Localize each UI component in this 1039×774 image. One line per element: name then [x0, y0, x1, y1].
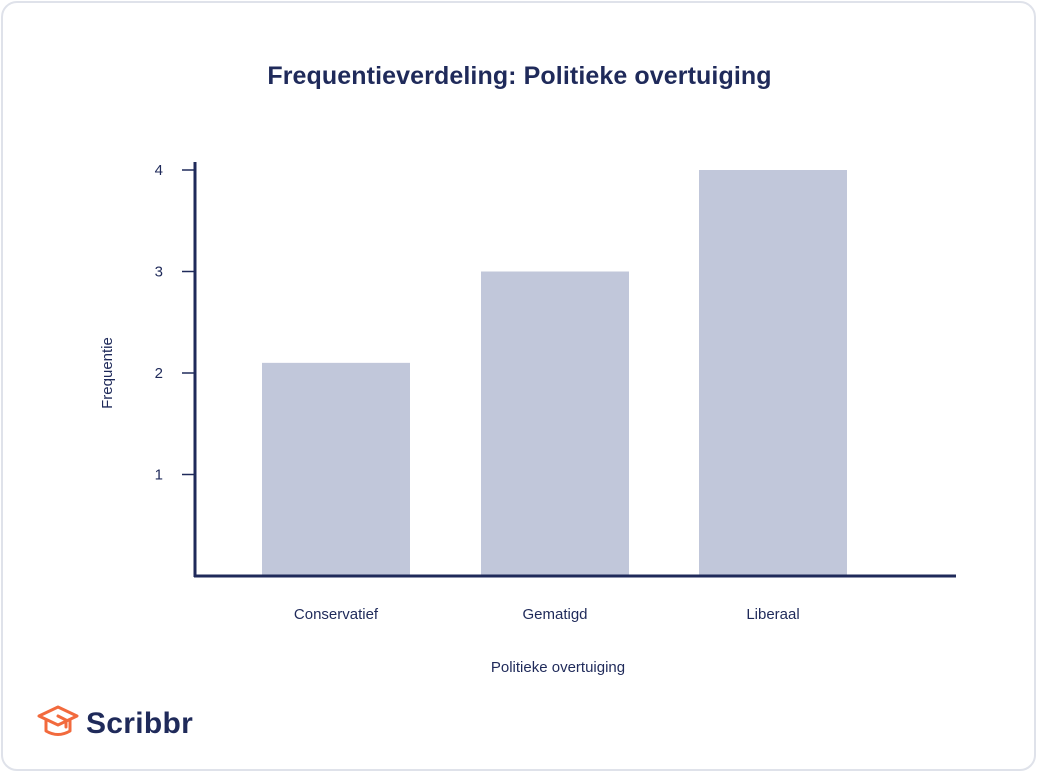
y-tick-label: 2 — [155, 365, 163, 382]
y-tick-label: 3 — [155, 264, 163, 281]
x-category-label: Liberaal — [746, 606, 799, 623]
chart-title: Frequentieverdeling: Politieke overtuigi… — [267, 62, 772, 90]
ticks-layer: 1 2 3 4 — [155, 162, 195, 484]
y-tick-label: 1 — [155, 467, 163, 484]
bar-gematigd — [481, 271, 629, 576]
x-axis-label: Politieke overtuiging — [491, 659, 625, 676]
logo-text: Scribbr — [86, 707, 194, 740]
scribbr-logo: Scribbr — [36, 704, 193, 744]
graduation-cap-icon — [36, 704, 80, 745]
x-category-label: Conservatief — [294, 606, 379, 623]
x-category-label: Gematigd — [522, 606, 587, 623]
bars-layer — [262, 170, 847, 576]
bar-conservatief — [262, 362, 410, 576]
y-tick-label: 4 — [155, 162, 163, 179]
axes-layer — [193, 162, 956, 578]
x-category-labels: Conservatief Gematigd Liberaal — [294, 606, 800, 623]
y-axis-label: Frequentie — [99, 337, 116, 409]
bar-liberaal — [699, 170, 847, 576]
